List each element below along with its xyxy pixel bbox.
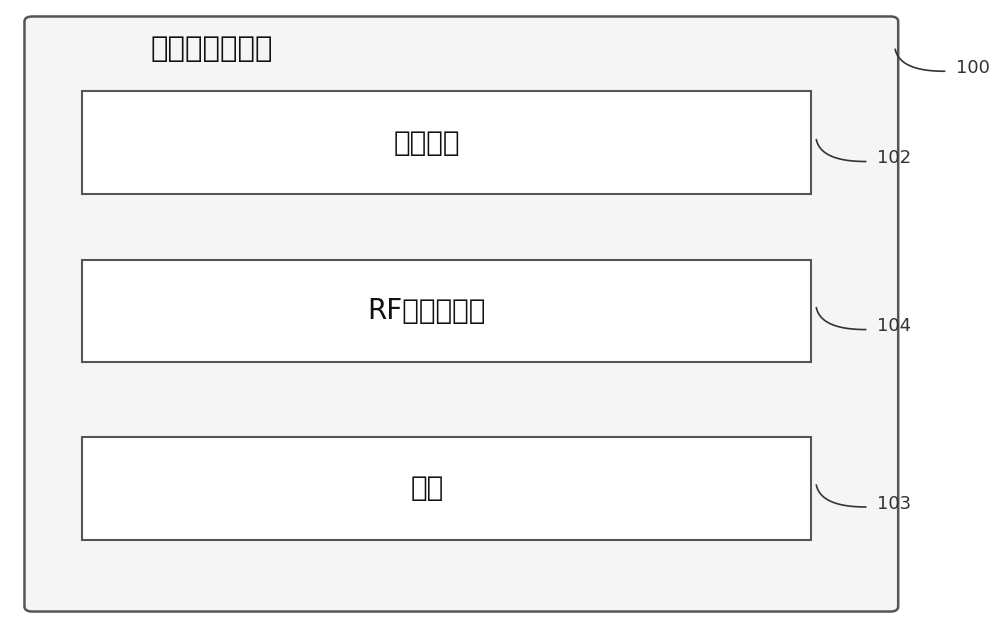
Text: RF处理器系统: RF处理器系统	[368, 297, 486, 325]
Bar	[82, 92, 811, 194]
Text: 100: 100	[956, 59, 990, 77]
Text: 102: 102	[877, 149, 912, 168]
Text: 103: 103	[877, 495, 912, 513]
Bar	[82, 437, 811, 539]
FancyBboxPatch shape	[24, 16, 898, 612]
Text: 电源: 电源	[410, 474, 443, 502]
Text: 104: 104	[877, 317, 912, 335]
Text: 天线系统: 天线系统	[394, 129, 460, 157]
Text: 无线传感器装置: 无线传感器装置	[151, 35, 273, 63]
Bar	[82, 259, 811, 362]
